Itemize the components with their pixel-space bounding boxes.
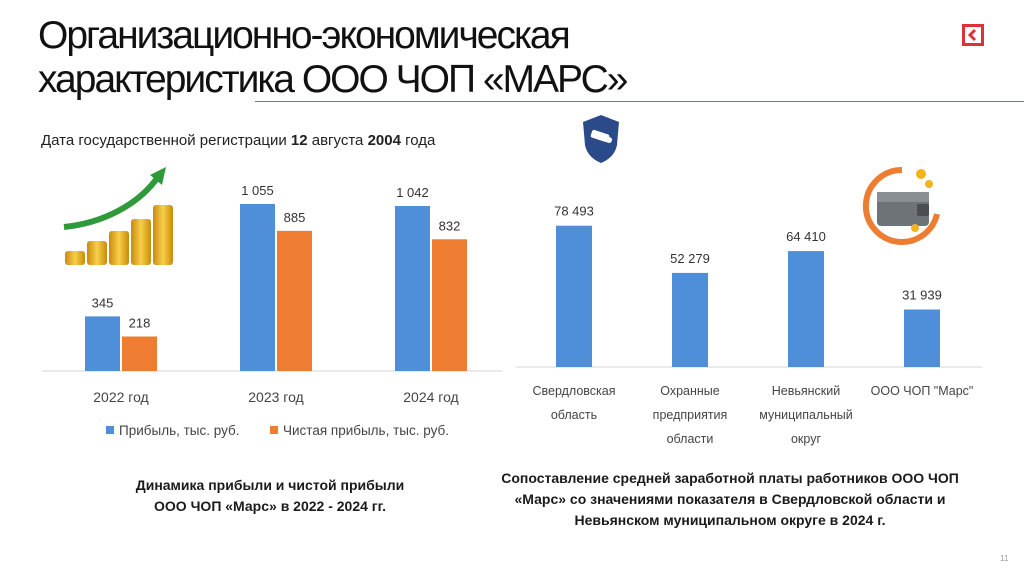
salary-category-label-0-0: Свердловская <box>532 384 615 398</box>
profit-bar-1-0 <box>240 203 275 371</box>
salary-category-label-2-1: муниципальный <box>759 408 852 422</box>
registration-date: Дата государственной регистрации 12 авгу… <box>41 132 436 149</box>
profit-bar-0-0 <box>85 316 120 371</box>
salary-bar-label-3: 31 939 <box>902 288 942 303</box>
salary-category-label-1-0: Охранные <box>660 384 720 398</box>
security-camera-shield-icon <box>583 115 619 163</box>
legend-swatch-1 <box>270 426 278 434</box>
profit-chart: 345 218 1 055 885 1 042 832 2022 год 2023 год 2… <box>42 183 502 438</box>
profit-bar-label-1-1: 885 <box>284 210 306 225</box>
profit-bar-label-2-0: 1 042 <box>396 185 429 200</box>
legend-swatch-0 <box>106 426 114 434</box>
profit-bar-0-1 <box>122 336 157 371</box>
profit-bar-label-2-1: 832 <box>439 218 461 233</box>
salary-chart: 78 493 52 279 64 410 31 939 Свердловская обл… <box>516 204 982 446</box>
page-number: 11 <box>1000 554 1009 563</box>
title-underline <box>255 101 1024 102</box>
profit-bar-label-1-0: 1 055 <box>241 183 274 198</box>
title-line-2: характеристика ООО ЧОП «МАРС» <box>38 58 628 101</box>
profit-category-label-0: 2022 год <box>93 389 148 405</box>
salary-bar-label-1: 52 279 <box>670 251 710 266</box>
salary-category-label-1-1: предприятия <box>653 408 728 422</box>
salary-bar-1 <box>672 272 708 367</box>
legend-label-0: Прибыль, тыс. руб. <box>119 423 239 438</box>
profit-bar-2-0 <box>395 206 430 371</box>
salary-bar-2 <box>788 251 824 367</box>
salary-category-label-0-1: область <box>551 408 597 422</box>
back-icon[interactable] <box>962 24 984 46</box>
profit-category-label-2: 2024 год <box>403 389 458 405</box>
salary-category-label-2-0: Невьянский <box>772 384 841 398</box>
page-title: Организационно-экономическая характерист… <box>38 14 628 102</box>
profit-bar-label-0-0: 345 <box>92 295 114 310</box>
salary-category-label-2-2: округ <box>791 432 821 446</box>
wallet-coins-icon <box>862 166 940 245</box>
salary-bar-label-0: 78 493 <box>554 204 594 219</box>
profit-bar-label-0-1: 218 <box>129 315 151 330</box>
salary-bar-0 <box>556 225 592 367</box>
profit-category-label-1: 2023 год <box>248 389 303 405</box>
legend-label-1: Чистая прибыль, тыс. руб. <box>283 423 449 438</box>
title-line-1: Организационно-экономическая <box>38 14 571 57</box>
profit-bar-1-1 <box>277 230 312 371</box>
profit-bar-2-1 <box>432 239 467 371</box>
growth-coins-icon <box>63 167 173 265</box>
salary-category-label-3-0: ООО ЧОП "Марс" <box>871 384 974 398</box>
caption-profit-chart: Динамика прибыли и чистой прибыли ООО ЧО… <box>135 477 405 514</box>
salary-category-label-1-2: области <box>667 432 714 446</box>
salary-bar-label-2: 64 410 <box>786 229 826 244</box>
caption-salary-chart: Сопоставление средней заработной платы р… <box>501 470 959 528</box>
salary-bar-3 <box>904 309 940 367</box>
